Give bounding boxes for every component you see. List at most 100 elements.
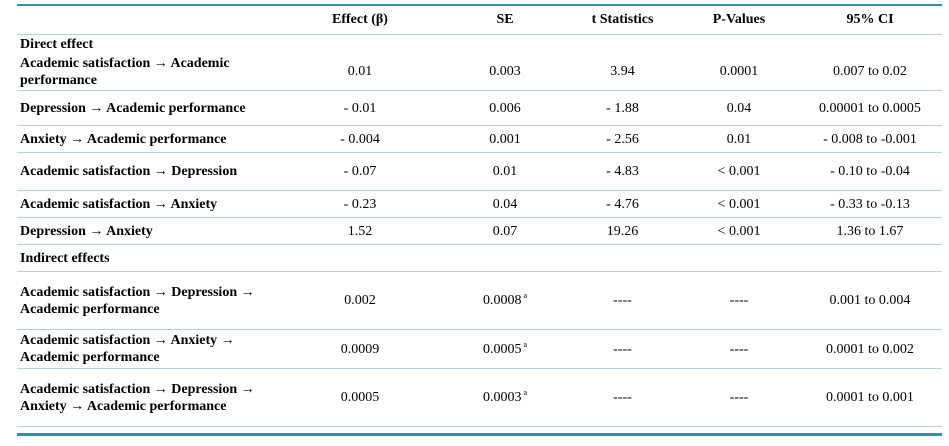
ci-cell: - 0.10 to -0.04 (798, 152, 942, 191)
ci-cell-text: 0.00001 to 0.0005 (819, 100, 921, 116)
p-value-cell: < 0.001 (680, 152, 798, 191)
section-title-direct: Direct effect (20, 36, 94, 52)
se-cell: 0.04 (445, 190, 565, 218)
header-cell (17, 4, 275, 35)
ci-cell-text: 0.001 to 0.004 (829, 293, 911, 308)
effect-cell-text: - 0.07 (343, 164, 377, 179)
ci-cell: - 0.008 to -0.001 (798, 125, 942, 153)
se-cell: 0.006 (445, 90, 565, 126)
p-value-cell-text: < 0.001 (717, 196, 761, 212)
se-cell: 0.0003 a (445, 368, 565, 427)
t-statistic-cell-text: - 1.88 (606, 100, 639, 116)
p-value-cell-text: 0.01 (726, 131, 752, 147)
se-cell: 0.003 (445, 53, 565, 91)
header-t-statistics: t Statistics (565, 4, 680, 35)
header-effect: Effect (β) (275, 4, 445, 35)
t-statistic-cell: ---- (565, 368, 680, 427)
ci-cell-text: - 0.10 to -0.04 (830, 164, 910, 179)
p-value-cell-text: < 0.001 (717, 223, 761, 239)
ci-cell: - 0.33 to -0.13 (798, 190, 942, 218)
p-value-cell: ---- (680, 271, 798, 330)
ci-cell-text: 0.0001 to 0.001 (826, 390, 914, 405)
section-title-indirect: Indirect effects (17, 244, 942, 272)
effect-cell-text: - 0.23 (343, 196, 377, 212)
t-statistic-cell: - 4.83 (565, 152, 680, 191)
effect-cell: - 0.07 (275, 152, 445, 191)
row-label-text: Anxiety → Academic performance (20, 131, 227, 147)
row-label-text: Academic satisfaction → Depression → Aca… (20, 284, 255, 317)
effect-cell-text: - 0.004 (340, 131, 380, 147)
ci-cell: 0.0001 to 0.002 (798, 329, 942, 369)
p-value-cell: < 0.001 (680, 190, 798, 218)
table-row: Anxiety → Academic performance - 0.004 0.0… (17, 125, 942, 153)
p-value-cell: < 0.001 (680, 217, 798, 245)
t-statistic-cell-text: - 4.83 (606, 164, 639, 179)
t-statistic-cell: - 4.76 (565, 190, 680, 218)
effect-cell-text: 0.0009 (340, 341, 380, 357)
ci-cell: 0.00001 to 0.0005 (798, 90, 942, 126)
ci-cell-text: 1.36 to 1.67 (836, 223, 904, 239)
t-statistic-cell: ---- (565, 271, 680, 330)
row-label: Academic satisfaction → Anxiety (17, 190, 275, 218)
se-cell: 0.07 (445, 217, 565, 245)
direct-effects-section: Direct effect Academic satisfaction → Ac… (17, 35, 942, 245)
t-statistic-cell-text: ---- (613, 293, 632, 308)
effect-cell: - 0.01 (275, 90, 445, 126)
row-label: Anxiety → Academic performance (17, 125, 275, 153)
effect-cell: 0.002 (275, 271, 445, 330)
ci-cell-text: 0.007 to 0.02 (833, 64, 907, 79)
table-row: Academic satisfaction → Depression → Anx… (17, 368, 942, 427)
row-label: Academic satisfaction → Anxiety → Academ… (17, 329, 275, 369)
ci-cell: 0.0001 to 0.001 (798, 368, 942, 427)
effect-cell-text: 0.002 (344, 293, 376, 308)
t-statistic-cell-text: - 4.76 (606, 196, 639, 212)
ci-cell: 0.007 to 0.02 (798, 53, 942, 91)
p-value-cell: ---- (680, 329, 798, 369)
se-cell-text: 0.001 (489, 131, 521, 147)
se-cell-text: 0.006 (489, 100, 521, 116)
table-row: Academic satisfaction → Anxiety → Academ… (17, 329, 942, 369)
effect-cell: - 0.23 (275, 190, 445, 218)
row-label: Academic satisfaction → Depression → Aca… (17, 271, 275, 330)
p-value-cell-text: < 0.001 (717, 164, 761, 179)
effect-cell-text: 0.0005 (340, 390, 380, 405)
t-statistic-cell: - 1.88 (565, 90, 680, 126)
se-cell: 0.0008 a (445, 271, 565, 330)
ci-cell-text: - 0.33 to -0.13 (830, 196, 910, 212)
p-value-cell-text: ---- (729, 390, 749, 405)
p-value-cell-text: ---- (729, 293, 749, 308)
ci-cell-text: 0.0001 to 0.002 (826, 341, 914, 357)
t-statistic-cell: ---- (565, 329, 680, 369)
se-cell-text: 0.0005 (482, 341, 522, 357)
t-statistic-cell-text: ---- (613, 390, 632, 405)
row-label-text: Depression → Anxiety (20, 223, 153, 239)
t-statistic-cell: - 2.56 (565, 125, 680, 153)
footnote-marker: a (523, 339, 528, 349)
table-row: Depression → Anxiety 1.52 0.07 19.26 < 0.001… (17, 217, 942, 245)
row-label: Academic satisfaction → Depression (17, 152, 275, 191)
se-cell: 0.001 (445, 125, 565, 153)
se-cell-text: 0.0008 (482, 293, 522, 308)
p-value-cell-text: ---- (729, 341, 749, 357)
t-statistic-cell-text: - 2.56 (606, 131, 639, 147)
t-statistic-cell: 19.26 (565, 217, 680, 245)
table-row: Depression → Academic performance - 0.01 0… (17, 90, 942, 126)
table-row: Academic satisfaction → Depression → Aca… (17, 271, 942, 330)
effect-cell: 0.01 (275, 53, 445, 91)
header-row: Effect (β) SE t Statistics P-Values 95% … (17, 4, 942, 35)
se-cell-text: 0.0003 (482, 390, 522, 405)
se-cell: 0.01 (445, 152, 565, 191)
ci-cell: 1.36 to 1.67 (798, 217, 942, 245)
effect-cell: 0.0005 (275, 368, 445, 427)
table-row: Academic satisfaction → Academic perform… (17, 53, 942, 91)
se-cell-text: 0.04 (492, 196, 518, 212)
effect-cell: 0.0009 (275, 329, 445, 369)
p-value-cell: ---- (680, 368, 798, 427)
header-ci: 95% CI (798, 4, 942, 35)
effect-cell-text: - 0.01 (343, 100, 377, 116)
t-statistic-cell: 3.94 (565, 53, 680, 91)
row-label-text: Academic satisfaction → Anxiety → Academ… (20, 333, 235, 365)
indirect-effects-section: Indirect effects Academic satisfaction →… (17, 244, 942, 427)
se-cell-text: 0.01 (492, 164, 518, 179)
row-label: Depression → Academic performance (17, 90, 275, 126)
